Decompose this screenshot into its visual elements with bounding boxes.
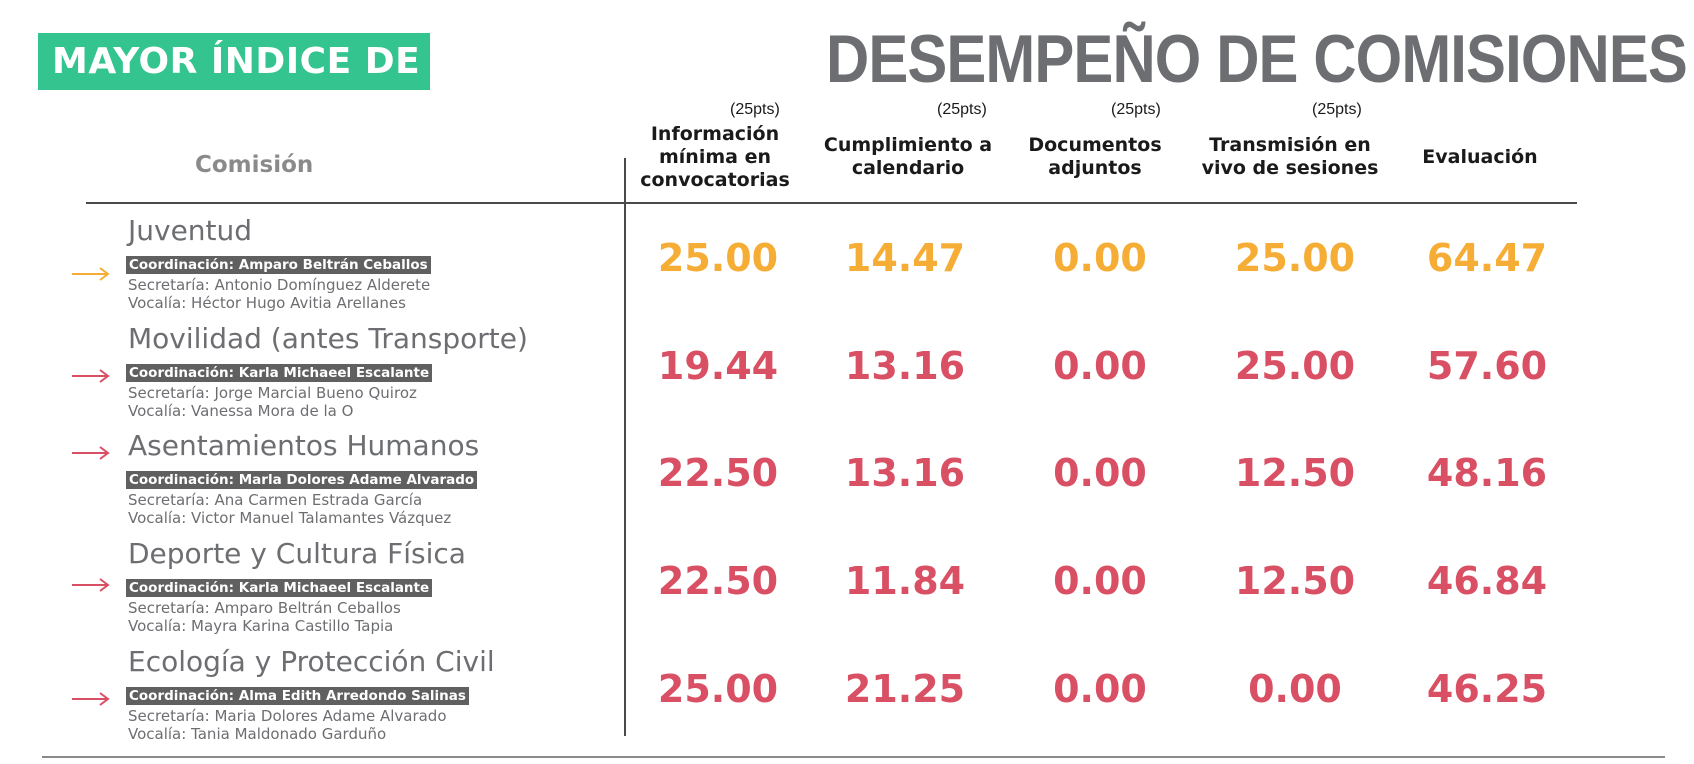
score-value: 46.25 — [1426, 667, 1548, 711]
score-value: 25.00 — [1234, 344, 1356, 388]
commission-name: Ecología y Protección Civil — [128, 645, 495, 678]
arrow-right-icon — [72, 445, 110, 460]
score-value: 25.00 — [1234, 236, 1356, 280]
secretaria-label: Secretaría: Jorge Marcial Bueno Quiroz — [128, 384, 417, 402]
commission-name: Movilidad (antes Transporte) — [128, 322, 528, 355]
score-value: 12.50 — [1234, 451, 1356, 495]
score-value: 0.00 — [1053, 559, 1147, 603]
table-row: Deporte y Cultura Física Coordinación: Ka… — [0, 537, 1694, 645]
col-header-transmision: Transmisión en vivo de sesiones — [1201, 134, 1379, 179]
col-4-points: (25pts) — [1312, 101, 1362, 118]
vocalia-label: Vocalía: Tania Maldonado Garduño — [128, 725, 387, 743]
score-value: 12.50 — [1234, 559, 1356, 603]
table-row: Asentamientos Humanos Coordinación: Marla… — [0, 429, 1694, 537]
score-value: 13.16 — [844, 344, 966, 388]
commission-name: Asentamientos Humanos — [128, 429, 480, 462]
score-value: 13.16 — [844, 451, 966, 495]
secretaria-label: Secretaría: Antonio Domínguez Alderete — [128, 276, 431, 294]
arrow-right-icon — [72, 368, 110, 383]
page-title: DESEMPEÑO DE COMISIONES — [826, 21, 1688, 97]
secretaria-label: Secretaría: Maria Dolores Adame Alvarado — [128, 707, 447, 725]
col-header-cumplimiento: Cumplimiento a calendario — [823, 134, 993, 179]
table-row: Ecología y Protección Civil Coordinación:… — [0, 645, 1694, 753]
coordinacion-label: Coordinación: Karla Michaeel Escalante — [126, 364, 433, 382]
score-value: 11.84 — [844, 559, 966, 603]
secretaria-label: Secretaría: Amparo Beltrán Ceballos — [128, 599, 401, 617]
score-value: 48.16 — [1426, 451, 1548, 495]
score-value: 22.50 — [657, 451, 779, 495]
footer-divider — [42, 756, 1665, 758]
vocalia-label: Vocalía: Victor Manuel Talamantes Vázque… — [128, 509, 452, 527]
score-value: 0.00 — [1053, 236, 1147, 280]
score-value: 22.50 — [657, 559, 779, 603]
col-header-evaluacion: Evaluación — [1422, 146, 1538, 168]
arrow-right-icon — [72, 691, 110, 706]
vocalia-label: Vocalía: Mayra Karina Castillo Tapia — [128, 617, 394, 635]
commission-name: Deporte y Cultura Física — [128, 537, 466, 570]
score-value: 21.25 — [844, 667, 966, 711]
table-row: Juventud Coordinación: Amparo Beltrán Ceb… — [0, 214, 1694, 322]
col-header-documentos: Documentos adjuntos — [1028, 134, 1162, 179]
score-value: 0.00 — [1053, 667, 1147, 711]
coordinacion-label: Coordinación: Amparo Beltrán Ceballos — [126, 256, 431, 274]
secretaria-label: Secretaría: Ana Carmen Estrada García — [128, 491, 423, 509]
col-header-informacion: Información mínima en convocatorias — [640, 123, 790, 191]
header-badge: MAYOR ÍNDICE DE — [38, 33, 430, 90]
coordinacion-label: Coordinación: Alma Edith Arredondo Salin… — [126, 687, 469, 705]
score-value: 14.47 — [844, 236, 966, 280]
vocalia-label: Vocalía: Vanessa Mora de la O — [128, 402, 354, 420]
score-value: 25.00 — [657, 667, 779, 711]
score-value: 0.00 — [1053, 451, 1147, 495]
score-value: 25.00 — [657, 236, 779, 280]
score-value: 57.60 — [1426, 344, 1548, 388]
commission-name: Juventud — [128, 214, 253, 247]
arrow-right-icon — [72, 266, 110, 281]
header-divider — [86, 202, 1577, 204]
score-value: 19.44 — [657, 344, 779, 388]
arrow-right-icon — [72, 577, 110, 592]
col-2-points: (25pts) — [937, 101, 987, 118]
table-row: Movilidad (antes Transporte) Coordinación… — [0, 322, 1694, 430]
coordinacion-label: Coordinación: Karla Michaeel Escalante — [126, 579, 433, 597]
score-value: 64.47 — [1426, 236, 1548, 280]
score-value: 0.00 — [1053, 344, 1147, 388]
score-value: 0.00 — [1248, 667, 1342, 711]
vocalia-label: Vocalía: Héctor Hugo Avitia Arellanes — [128, 294, 406, 312]
coordinacion-label: Coordinación: Marla Dolores Adame Alvara… — [126, 471, 478, 489]
col-header-comision: Comisión — [195, 152, 314, 178]
column-divider — [624, 158, 626, 736]
col-3-points: (25pts) — [1111, 101, 1161, 118]
score-value: 46.84 — [1426, 559, 1548, 603]
col-1-points: (25pts) — [730, 101, 780, 118]
